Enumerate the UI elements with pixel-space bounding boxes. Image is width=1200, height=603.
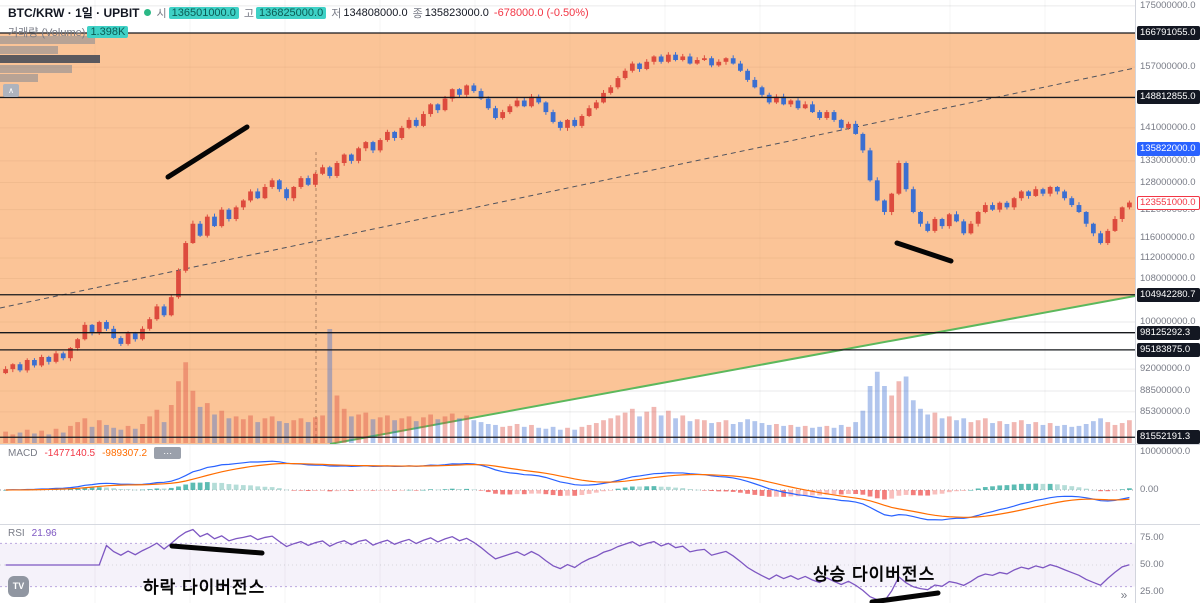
close-value: 135823000.0: [424, 6, 489, 19]
axis-label: 135822000.0: [1137, 142, 1200, 157]
axis-label: 116000000.0: [1140, 232, 1195, 244]
tradingview-logo[interactable]: TV: [8, 576, 29, 597]
price-axis[interactable]: 175000000.0 157000000.0 141000000.0 1330000…: [1135, 0, 1200, 603]
change-value: -678000.0 (-0.50%): [493, 6, 589, 19]
open-label: 시: [156, 7, 167, 20]
pane-separator-macd[interactable]: [0, 444, 1200, 445]
axis-label: 75.00: [1140, 532, 1164, 543]
macd-signal-value: -989307.2: [102, 447, 148, 459]
macd-label[interactable]: MACD: [8, 447, 38, 459]
volume-row: 거래량 (Volume) 1.398K: [8, 24, 589, 40]
axis-label: 148812855.0: [1137, 90, 1200, 105]
price-chart-pane[interactable]: [0, 0, 1135, 444]
axis-label: 133000000.0: [1140, 154, 1196, 166]
market-status-dot: [144, 9, 152, 16]
volume-profile-bar: [0, 45, 58, 54]
axis-label: 100000000.0: [1140, 316, 1196, 327]
pane-expand-button[interactable]: »: [1120, 588, 1128, 602]
axis-label: 123551000.0: [1137, 195, 1200, 210]
volume-value: 1.398K: [87, 26, 129, 38]
volume-profile-bar: [0, 74, 38, 82]
axis-label: 85300000.0: [1140, 405, 1191, 417]
volume-profile-bar: [0, 36, 95, 44]
axis-label: 0.00: [1140, 484, 1159, 495]
chart-legend: BTC/KRW · 1일 · UPBIT 시 136501000.0 고 136…: [8, 4, 589, 40]
low-label: 저: [331, 7, 342, 20]
axis-label: 81552191.3: [1137, 430, 1200, 445]
axis-label: 108000000.0: [1140, 272, 1196, 284]
axis-label: 112000000.0: [1140, 251, 1195, 263]
high-label: 고: [243, 7, 254, 20]
axis-label: 98125292.3: [1137, 325, 1200, 340]
bullish-divergence-text: 상승 다이버전스: [813, 565, 936, 584]
bearish-divergence-text: 하락 다이버전스: [143, 578, 266, 597]
axis-label: 128000000.0: [1140, 176, 1196, 188]
pane-menu-button[interactable]: ⋯: [154, 447, 182, 459]
axis-label: 92000000.0: [1140, 363, 1191, 375]
low-value: 134808000.0: [343, 6, 408, 19]
rsi-value: 21.96: [31, 528, 57, 539]
axis-label: 175000000.0: [1140, 0, 1196, 11]
high-value: 136825000.0: [255, 6, 327, 19]
axis-label: 141000000.0: [1140, 121, 1196, 133]
macd-value: -1477140.5: [44, 447, 96, 459]
macd-legend: MACD -1477140.5 -989307.2 ⋯: [8, 447, 182, 459]
rsi-pane[interactable]: [0, 525, 1135, 603]
symbol-title[interactable]: BTC/KRW · 1일 · UPBIT: [8, 6, 140, 20]
macd-pane[interactable]: [0, 445, 1135, 524]
rsi-label[interactable]: RSI: [8, 528, 25, 539]
volume-profile-bar: [0, 64, 72, 73]
axis-label: 95183875.0: [1137, 342, 1200, 357]
pane-separator-rsi[interactable]: [0, 524, 1200, 525]
axis-label: 104942280.7: [1137, 287, 1200, 302]
volume-label[interactable]: 거래량 (Volume): [8, 27, 86, 39]
rsi-legend: RSI 21.96: [8, 528, 57, 539]
open-value: 136501000.0: [168, 6, 239, 19]
symbol-row: BTC/KRW · 1일 · UPBIT 시 136501000.0 고 136…: [8, 4, 589, 21]
collapse-pane-button[interactable]: ∧: [3, 84, 19, 97]
axis-label: 88500000.0: [1140, 385, 1191, 397]
volume-profile-bar: [0, 55, 100, 63]
axis-label: 166791055.0: [1137, 25, 1200, 40]
axis-label: 157000000.0: [1140, 61, 1196, 73]
axis-label: 25.00: [1140, 586, 1164, 597]
axis-label: 50.00: [1140, 559, 1164, 570]
axis-label: 10000000.0: [1140, 446, 1191, 457]
close-label: 종: [412, 7, 423, 20]
